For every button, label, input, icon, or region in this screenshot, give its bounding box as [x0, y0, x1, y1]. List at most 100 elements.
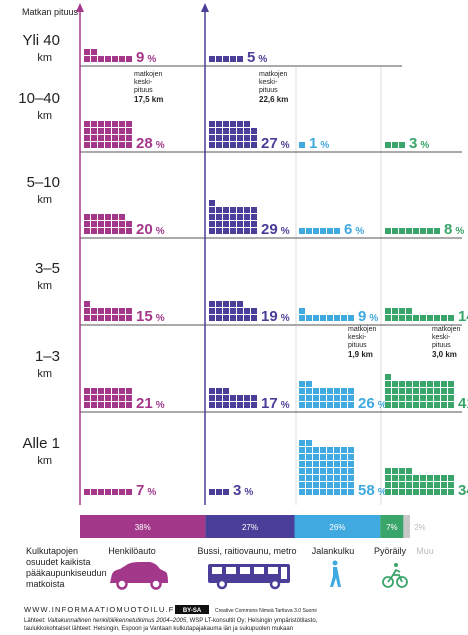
block [385, 475, 391, 481]
row-label: 3–5 [35, 260, 60, 277]
share-label: 38% [135, 523, 151, 532]
block [84, 388, 90, 394]
block [327, 395, 333, 401]
value-unit: % [156, 226, 165, 237]
block [306, 440, 312, 446]
block [91, 388, 97, 394]
block [392, 308, 398, 314]
row-unit: km [37, 52, 52, 64]
block [98, 308, 104, 314]
block [216, 135, 222, 141]
block [126, 135, 132, 141]
block [84, 395, 90, 401]
block [251, 221, 257, 227]
block [334, 468, 340, 474]
block [385, 315, 391, 321]
block [84, 402, 90, 408]
value-number: 15 [136, 308, 153, 325]
block [119, 228, 125, 234]
block [385, 381, 391, 387]
block [237, 135, 243, 141]
block [84, 128, 90, 134]
block [209, 121, 215, 127]
block [84, 214, 90, 220]
value-number: 27 [261, 135, 278, 152]
block [126, 56, 132, 62]
block [299, 308, 305, 314]
block [427, 489, 433, 495]
block [91, 221, 97, 227]
block [119, 395, 125, 401]
block [216, 388, 222, 394]
block [341, 475, 347, 481]
value-unit: % [156, 140, 165, 151]
block [209, 142, 215, 148]
block [112, 402, 118, 408]
block [327, 315, 333, 321]
block [413, 395, 419, 401]
value-number: 7 [136, 482, 144, 499]
block [126, 142, 132, 148]
block [434, 228, 440, 234]
block [420, 482, 426, 488]
block [91, 402, 97, 408]
block [216, 221, 222, 227]
block [98, 135, 104, 141]
block [306, 381, 312, 387]
block [341, 461, 347, 467]
block [126, 228, 132, 234]
block [299, 381, 305, 387]
annotation: pituus [134, 87, 153, 94]
block [406, 315, 412, 321]
block [385, 489, 391, 495]
share-label: 26% [329, 523, 345, 532]
block [427, 228, 433, 234]
block [341, 402, 347, 408]
block [399, 402, 405, 408]
value-label: 15% [136, 308, 165, 325]
block [406, 402, 412, 408]
block [105, 142, 111, 148]
block [306, 388, 312, 394]
block [112, 135, 118, 141]
block [299, 402, 305, 408]
block [327, 402, 333, 408]
block [209, 200, 215, 206]
block [91, 49, 97, 55]
value-label: 3% [409, 135, 429, 152]
row-unit: km [37, 194, 52, 206]
block [112, 128, 118, 134]
block [237, 121, 243, 127]
value-label: 8% [444, 221, 464, 238]
block [413, 482, 419, 488]
block [223, 301, 229, 307]
block [84, 49, 90, 55]
block [334, 395, 340, 401]
block [392, 482, 398, 488]
annotation-value: 3,0 km [432, 350, 457, 359]
block [230, 315, 236, 321]
block [334, 461, 340, 467]
annotation: matkojen [134, 71, 163, 78]
block [126, 128, 132, 134]
block [448, 489, 454, 495]
row-label: Alle 1 [22, 435, 60, 452]
annotation: matkojen [348, 326, 377, 333]
block [406, 468, 412, 474]
block [119, 56, 125, 62]
block [313, 395, 319, 401]
block [385, 308, 391, 314]
block [209, 402, 215, 408]
block [216, 301, 222, 307]
block [441, 315, 447, 321]
block-bar [299, 142, 305, 148]
block [98, 121, 104, 127]
block [216, 402, 222, 408]
value-label: 14% [458, 308, 468, 325]
value-label: 9% [136, 49, 156, 66]
block [327, 475, 333, 481]
block [119, 221, 125, 227]
block [244, 221, 250, 227]
block [327, 228, 333, 234]
block-bar [209, 489, 229, 495]
